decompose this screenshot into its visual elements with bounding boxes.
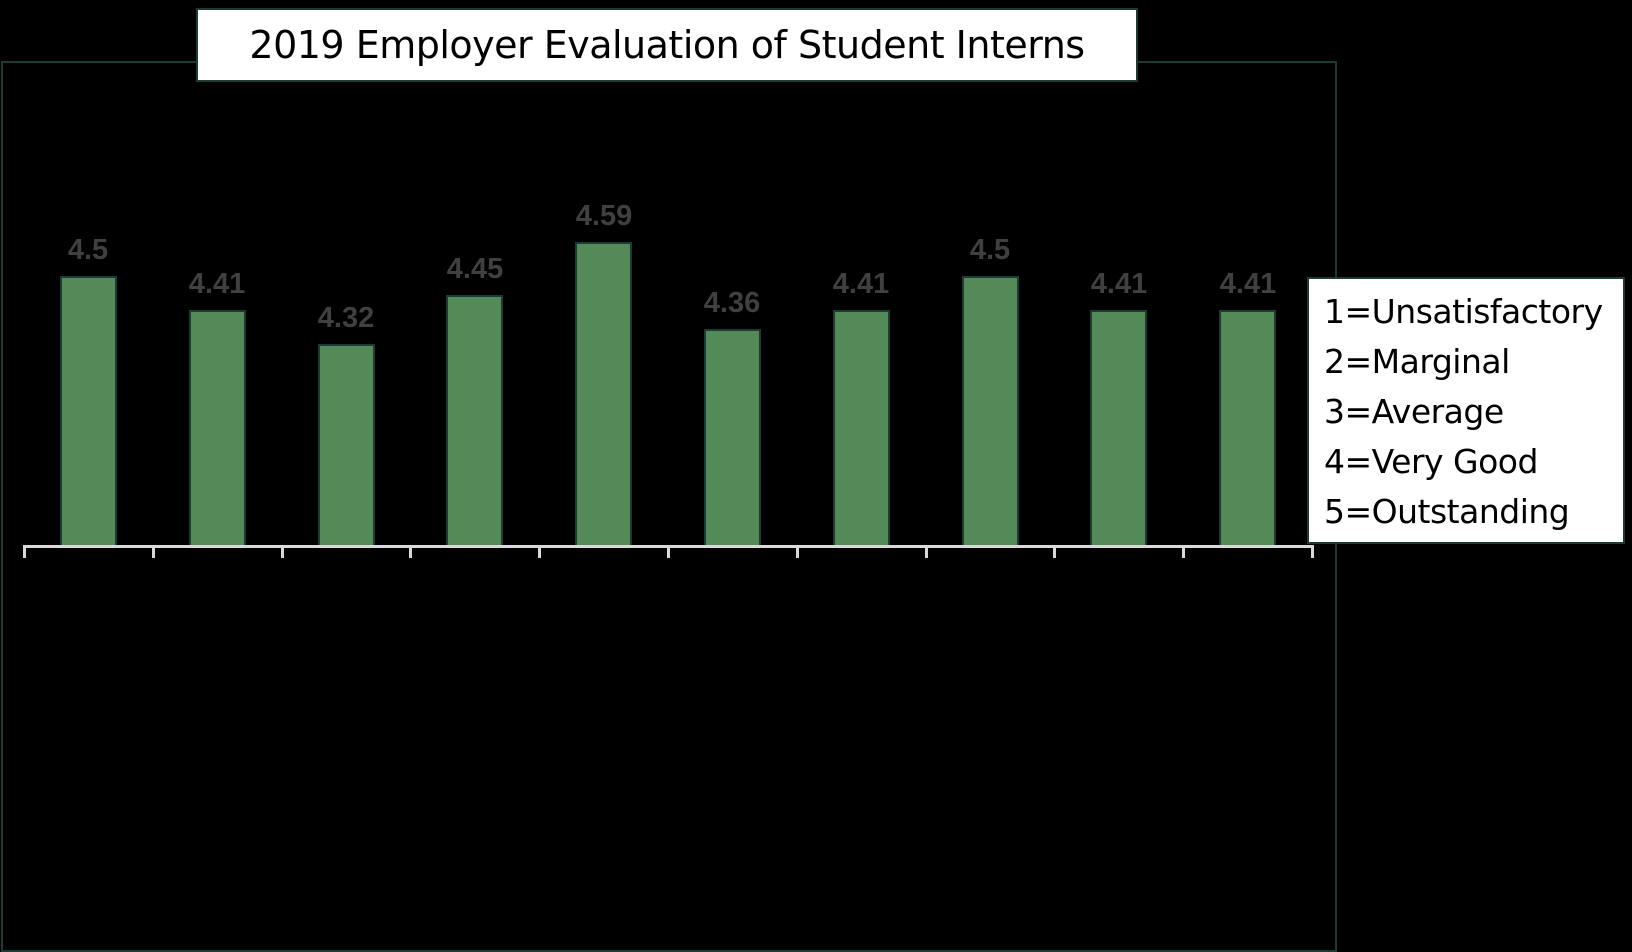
- x-axis-tick: [538, 545, 542, 558]
- bar: [318, 344, 375, 546]
- bar: [446, 295, 503, 546]
- x-axis-tick: [280, 545, 284, 558]
- bar-value-label: 4.41: [1090, 268, 1148, 300]
- bar: [1090, 310, 1147, 546]
- legend-item: 4=Very Good: [1324, 442, 1538, 481]
- legend-item: 3=Average: [1324, 392, 1504, 431]
- bar: [189, 310, 246, 546]
- bar-value-label: 4.41: [832, 268, 890, 300]
- bar: [833, 310, 890, 546]
- chart-title-box: 2019 Employer Evaluation of Student Inte…: [196, 8, 1138, 82]
- legend-item: 5=Outstanding: [1324, 492, 1570, 531]
- bar: [60, 276, 117, 546]
- bar-value-label: 4.5: [67, 234, 109, 266]
- chart-title: 2019 Employer Evaluation of Student Inte…: [249, 23, 1085, 67]
- bar: [1219, 310, 1276, 546]
- x-axis-tick: [1053, 545, 1057, 558]
- x-axis-tick: [1182, 545, 1186, 558]
- bar: [962, 276, 1019, 546]
- bar-value-label: 4.45: [446, 253, 504, 285]
- x-axis-tick: [1311, 545, 1314, 558]
- bar-value-label: 4.59: [575, 200, 633, 232]
- bar-value-label: 4.5: [969, 234, 1011, 266]
- bar: [704, 329, 761, 546]
- x-axis-tick: [409, 545, 413, 558]
- legend-item: 2=Marginal: [1324, 342, 1510, 381]
- bar-value-label: 4.36: [703, 287, 761, 319]
- x-axis-tick: [151, 545, 155, 558]
- bar: [575, 242, 632, 546]
- bar-value-label: 4.41: [1219, 268, 1277, 300]
- x-axis-tick: [924, 545, 928, 558]
- bar-value-label: 4.41: [188, 268, 246, 300]
- bar-value-label: 4.32: [317, 302, 375, 334]
- legend-item: 1=Unsatisfactory: [1324, 292, 1603, 331]
- x-axis-tick: [667, 545, 670, 558]
- x-axis-tick: [795, 545, 799, 558]
- x-axis-tick: [23, 545, 26, 558]
- rating-scale-legend: 1=Unsatisfactory 2=Marginal 3=Average 4=…: [1307, 277, 1625, 544]
